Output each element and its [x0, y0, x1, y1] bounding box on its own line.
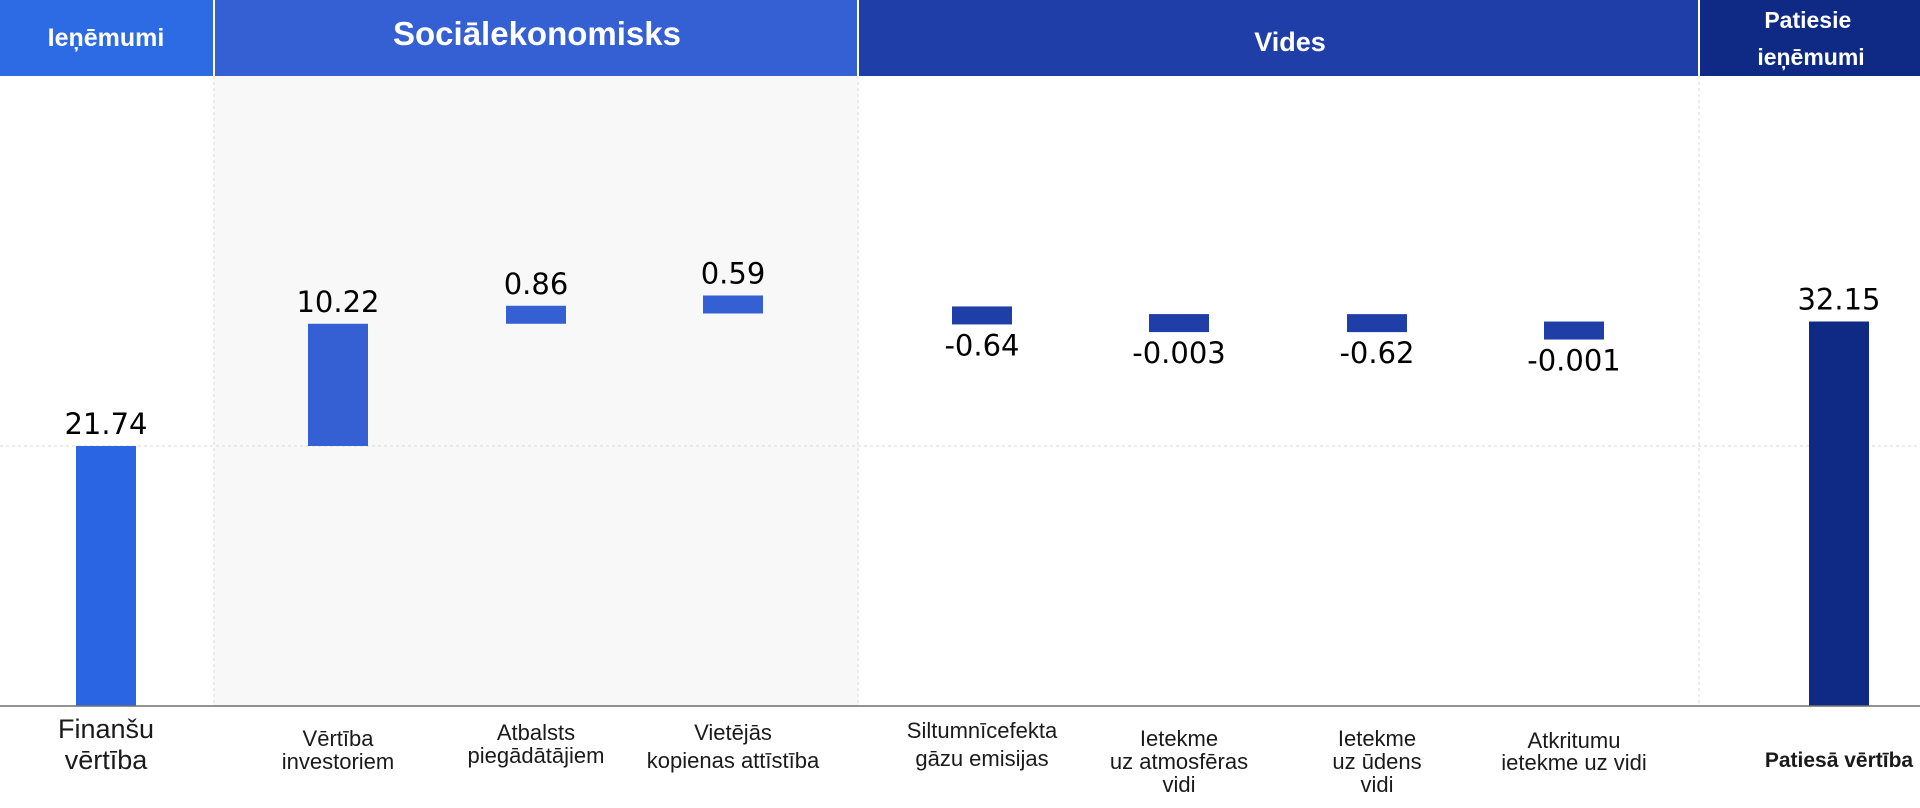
category-label-7: Ietekme uz ūdens vidi	[1332, 726, 1421, 797]
value-label-3: 0.86	[504, 267, 569, 301]
section-header-socioeconomic	[215, 0, 857, 76]
category-label-6: Ietekme uz atmosfēras vidi	[1110, 726, 1248, 797]
value-label-6: -0.003	[1132, 336, 1226, 370]
section-header-revenue	[0, 0, 213, 76]
value-label-8: -0.001	[1527, 344, 1621, 378]
bar-2	[308, 323, 368, 446]
section-header-environment	[859, 0, 1698, 76]
bar-1	[76, 446, 136, 706]
bar-6	[1149, 314, 1209, 333]
value-label-1: 21.74	[64, 407, 147, 441]
value-label-7: -0.62	[1339, 336, 1414, 370]
category-label-9: Patiesā vērtība	[1765, 749, 1914, 772]
section-header-true-revenue-label: Patiesie ieņēmumi	[1757, 7, 1864, 70]
bar-3	[506, 305, 566, 324]
value-labels: 21.74 10.22 0.86 0.59 -0.64 -0.003 -0.62 -0.001…	[64, 256, 1880, 441]
value-label-4: 0.59	[701, 256, 766, 290]
category-label-5: Siltumnīcefekta gāzu emisijas	[907, 718, 1058, 771]
section-header-true-revenue	[1700, 0, 1920, 76]
bar-9	[1809, 321, 1869, 706]
value-label-2: 10.22	[296, 285, 379, 319]
bar-7	[1347, 314, 1407, 333]
section-header-environment-label: Vides	[1254, 27, 1326, 57]
category-label-3: Atbalsts piegādātājiem	[468, 720, 605, 768]
category-label-2: Vērtība investoriem	[282, 726, 394, 774]
category-label-1: Finanšu vērtība	[58, 714, 154, 775]
category-label-8: Atkritumu ietekme uz vidi	[1501, 728, 1647, 775]
bar-8	[1544, 321, 1604, 340]
category-labels: Finanšu vērtība Vērtība investoriem Atbalsts…	[58, 714, 1913, 797]
section-header-revenue-label: Ieņēmumi	[48, 24, 165, 52]
bars	[76, 295, 1869, 706]
value-label-5: -0.64	[944, 328, 1019, 362]
bar-5	[952, 306, 1012, 325]
value-label-9: 32.15	[1797, 283, 1880, 317]
bar-4	[703, 295, 763, 314]
section-header-socioeconomic-label: Sociālekonomisks	[393, 15, 681, 52]
category-label-4: Vietējās kopienas attīstība	[647, 720, 820, 773]
